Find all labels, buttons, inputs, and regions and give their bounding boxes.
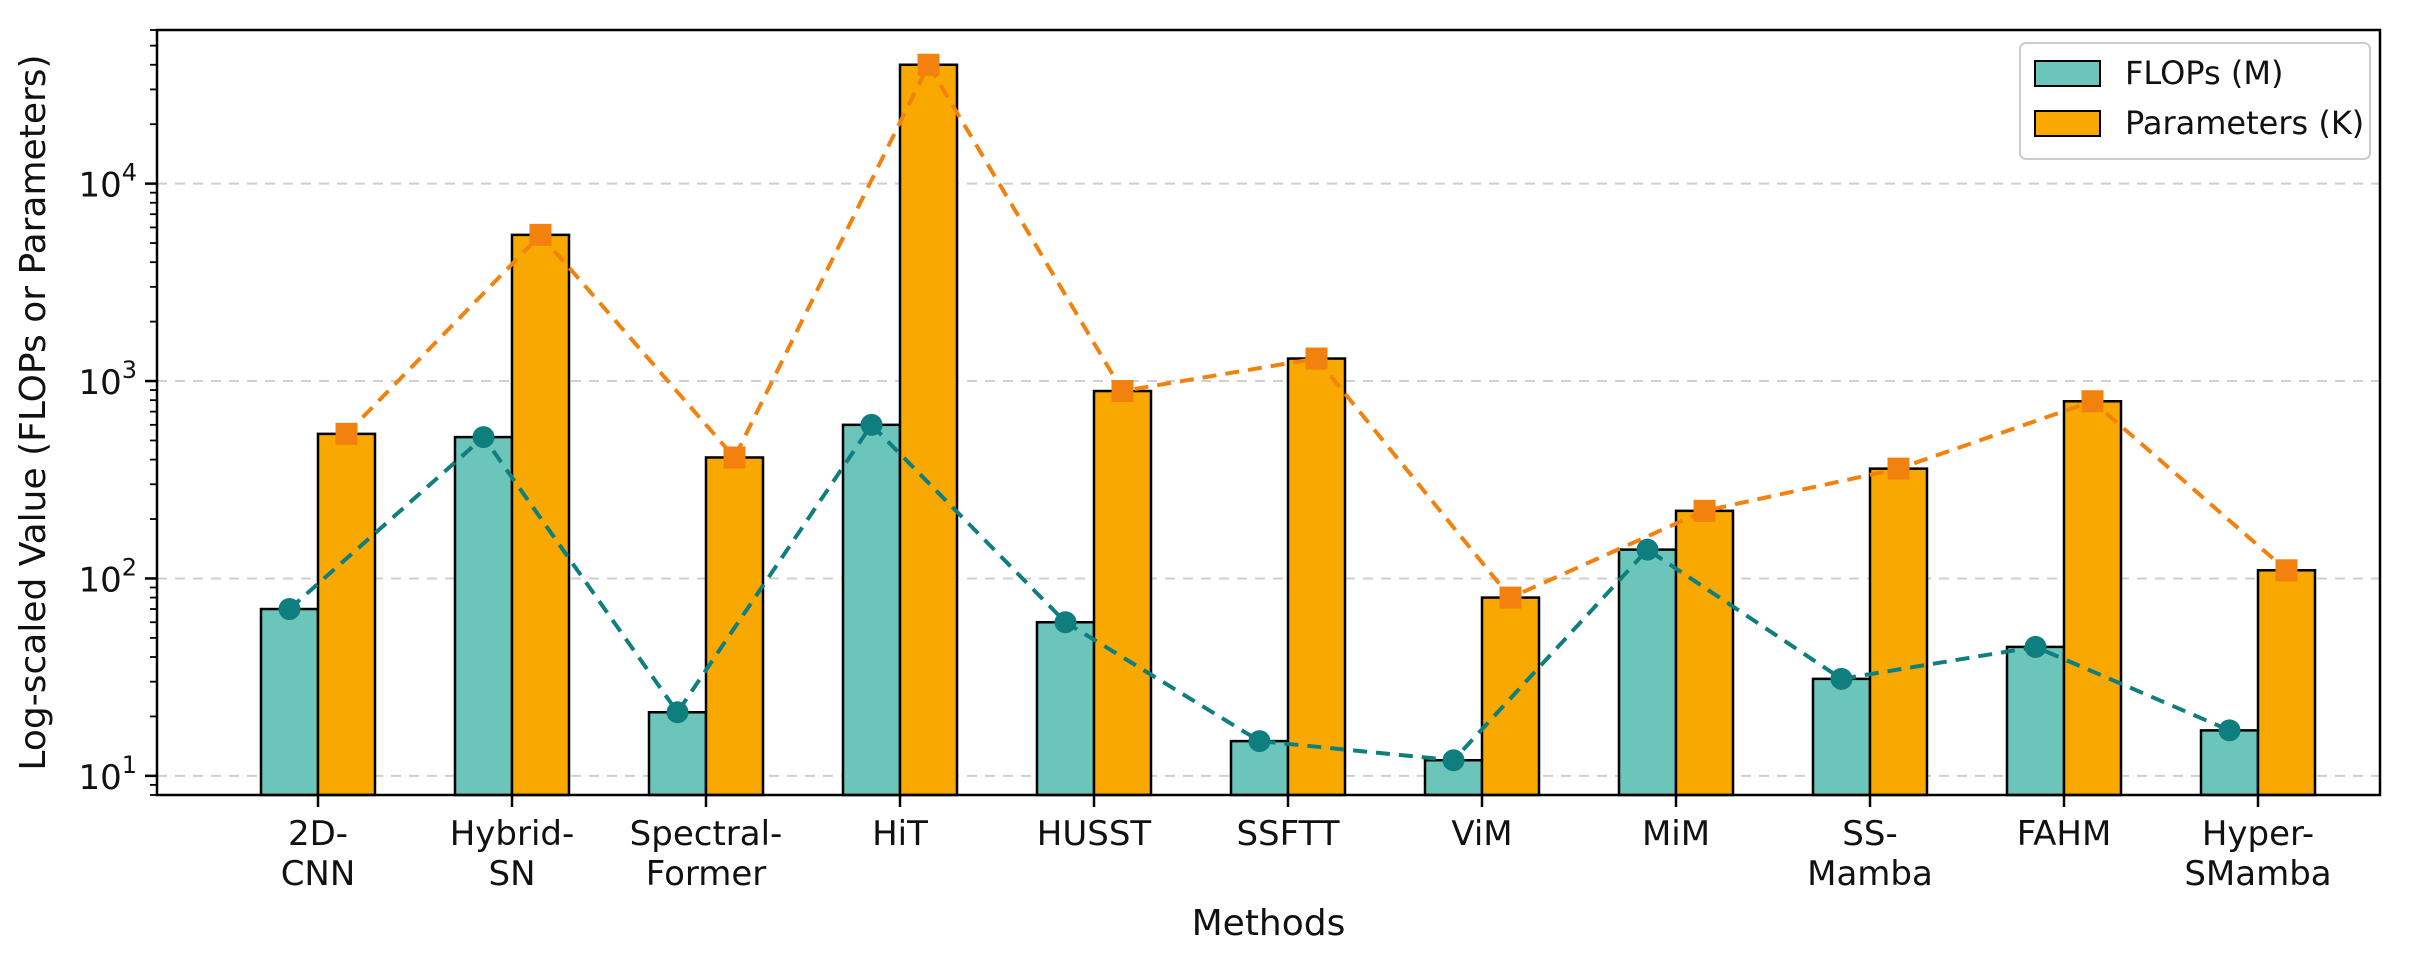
x-tick-label: Hybrid-SN — [450, 814, 575, 894]
markers-layer — [278, 53, 2298, 772]
marker-flops — [1636, 538, 1659, 561]
x-tick-label: 2D-CNN — [281, 814, 356, 894]
bar-flops — [453, 435, 514, 797]
x-tick-label: MiM — [1642, 814, 1710, 854]
marker-parameters — [723, 446, 746, 469]
marker-parameters — [2081, 390, 2104, 413]
bar-parameters — [1868, 467, 1929, 797]
bar-flops — [1035, 620, 1096, 797]
x-tick-label: ViM — [1451, 814, 1512, 854]
marker-parameters — [1499, 586, 1522, 609]
marker-parameters — [2275, 559, 2298, 582]
bar-parameters — [898, 63, 959, 797]
y-tick-label: 102 — [78, 553, 137, 600]
bar-flops — [2005, 645, 2066, 797]
marker-flops — [278, 598, 301, 621]
y-axis-ticks: 101 102 103 104 — [78, 29, 157, 798]
bar-flops — [841, 423, 902, 797]
bar-flops — [1617, 548, 1678, 797]
marker-flops — [666, 701, 689, 724]
line-flops — [288, 421, 2231, 763]
marker-flops — [1442, 749, 1465, 772]
marker-parameters — [1693, 499, 1716, 522]
x-tick-label: HiT — [872, 814, 928, 854]
bar-flops — [1811, 677, 1872, 797]
marker-parameters — [1887, 457, 1910, 480]
y-tick-label: 103 — [78, 356, 137, 403]
legend: FLOPs (M) Parameters (K) — [2019, 42, 2371, 160]
x-tick-label: FAHM — [2017, 814, 2112, 854]
bar-parameters — [316, 432, 377, 797]
marker-flops — [1830, 667, 1853, 690]
marker-flops — [1248, 730, 1271, 753]
bar-parameters — [1092, 389, 1153, 797]
marker-parameters — [917, 53, 940, 76]
x-tick-label: SSFTT — [1236, 814, 1339, 854]
x-axis-label: Methods — [1192, 903, 1346, 944]
legend-label-flops: FLOPs (M) — [2125, 54, 2283, 92]
bar-parameters — [1674, 509, 1735, 797]
legend-box — [2019, 42, 2371, 160]
marker-flops — [860, 413, 883, 436]
x-tick-label: SS-Mamba — [1807, 814, 1933, 894]
y-tick-label: 104 — [78, 159, 137, 206]
y-axis-label: Log-scaled Value (FLOPs or Parameters) — [13, 54, 54, 770]
x-tick-label: HUSST — [1037, 814, 1152, 854]
marker-parameters — [335, 422, 358, 445]
bar-parameters — [2256, 569, 2317, 797]
marker-parameters — [529, 223, 552, 246]
bar-flops — [259, 607, 320, 797]
marker-flops — [1054, 611, 1077, 634]
x-axis-ticks: 2D-CNN Hybrid-SN Spectral-Former HiT HUSST SS… — [281, 795, 2332, 894]
marker-flops — [2218, 719, 2241, 742]
marker-parameters — [1305, 347, 1328, 370]
x-tick-label: Spectral-Former — [630, 814, 783, 894]
marker-flops — [472, 426, 495, 449]
x-tick-label: Hyper-SMamba — [2184, 814, 2331, 894]
bar-parameters — [2062, 399, 2123, 797]
marker-parameters — [1111, 380, 1134, 403]
legend-label-parameters: Parameters (K) — [2125, 104, 2364, 142]
bar-flops — [647, 711, 708, 797]
y-tick-label: 101 — [78, 751, 137, 798]
legend-swatch-parameters — [2034, 110, 2101, 137]
legend-swatch-flops — [2034, 60, 2101, 87]
marker-flops — [2024, 635, 2047, 658]
bar-parameters — [1286, 357, 1347, 797]
